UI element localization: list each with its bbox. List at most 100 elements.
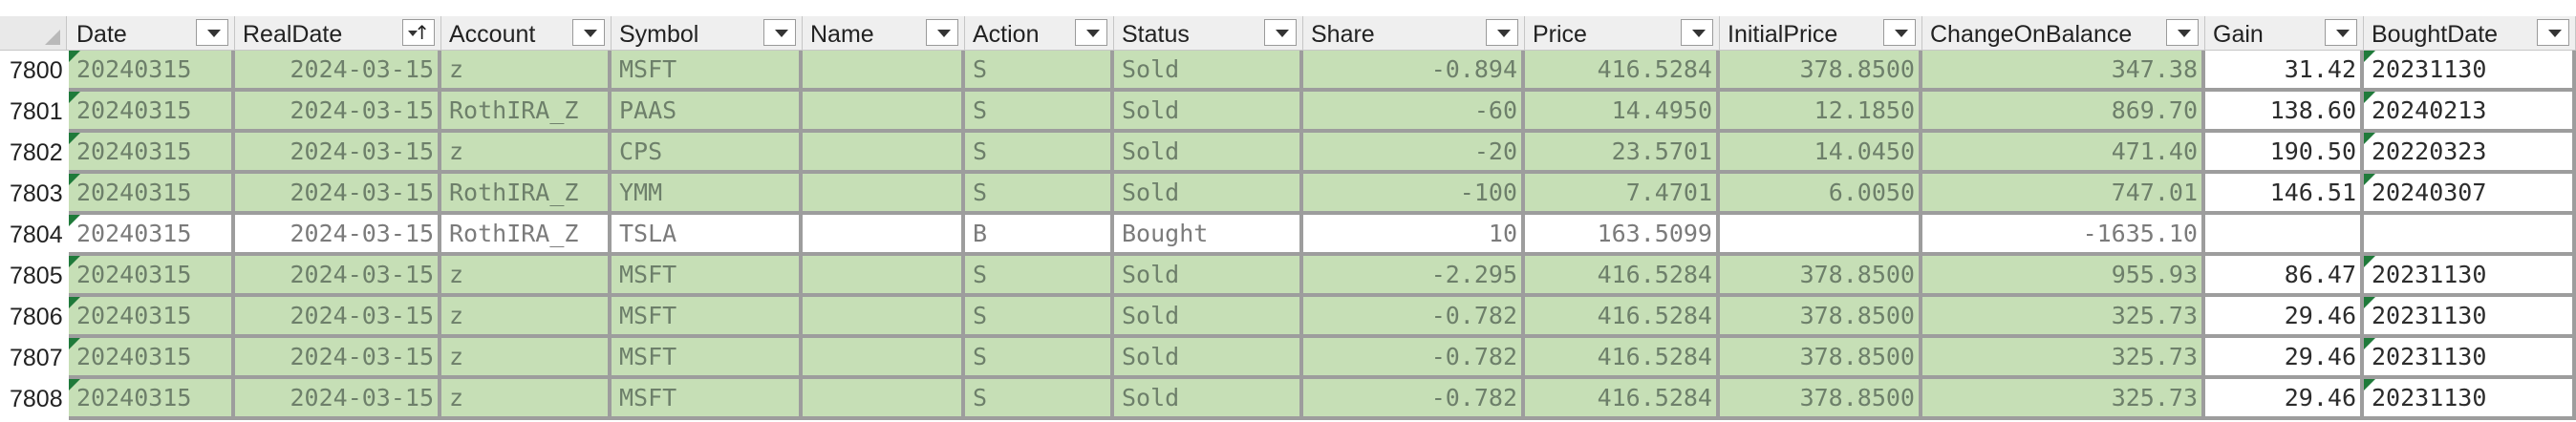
cell-changeonbalance[interactable]: 955.93: [1922, 256, 2205, 297]
column-header-account[interactable]: Account: [441, 16, 612, 50]
row-number[interactable]: 7801: [0, 92, 67, 133]
filter-dropdown-button[interactable]: ↑: [402, 19, 435, 46]
cell-gain[interactable]: 29.46: [2205, 338, 2364, 379]
cell-status[interactable]: Sold: [1114, 51, 1303, 92]
cell-boughtdate[interactable]: [2364, 215, 2576, 256]
cell-symbol[interactable]: YMM: [612, 174, 803, 215]
cell-boughtdate[interactable]: 20231130: [2364, 256, 2576, 297]
cell-realdate[interactable]: 2024-03-15: [235, 133, 441, 174]
cell-status[interactable]: Sold: [1114, 338, 1303, 379]
cell-price[interactable]: 163.5099: [1525, 215, 1720, 256]
cell-initialprice[interactable]: 378.8500: [1720, 379, 1922, 420]
cell-action[interactable]: S: [965, 92, 1114, 133]
cell-action[interactable]: S: [965, 174, 1114, 215]
cell-action[interactable]: S: [965, 51, 1114, 92]
cell-gain[interactable]: 29.46: [2205, 297, 2364, 338]
cell-action[interactable]: S: [965, 133, 1114, 174]
column-header-initialprice[interactable]: InitialPrice: [1720, 16, 1922, 50]
cell-account[interactable]: z: [441, 379, 612, 420]
column-header-gain[interactable]: Gain: [2205, 16, 2364, 50]
cell-date[interactable]: 20240315: [69, 51, 235, 92]
row-number[interactable]: 7802: [0, 133, 67, 174]
cell-boughtdate[interactable]: 20240213: [2364, 92, 2576, 133]
cell-action[interactable]: S: [965, 379, 1114, 420]
cell-share[interactable]: -20: [1303, 133, 1525, 174]
cell-account[interactable]: z: [441, 338, 612, 379]
cell-initialprice[interactable]: 378.8500: [1720, 51, 1922, 92]
cell-initialprice[interactable]: 378.8500: [1720, 338, 1922, 379]
row-number[interactable]: 7805: [0, 256, 67, 297]
row-number[interactable]: 7803: [0, 174, 67, 215]
cell-account[interactable]: RothIRA_Z: [441, 174, 612, 215]
cell-boughtdate[interactable]: 20240307: [2364, 174, 2576, 215]
cell-changeonbalance[interactable]: 347.38: [1922, 51, 2205, 92]
cell-name[interactable]: [803, 92, 965, 133]
cell-status[interactable]: Bought: [1114, 215, 1303, 256]
column-header-share[interactable]: Share: [1303, 16, 1525, 50]
cell-symbol[interactable]: TSLA: [612, 215, 803, 256]
cell-share[interactable]: -0.782: [1303, 338, 1525, 379]
column-header-action[interactable]: Action: [965, 16, 1114, 50]
cell-date[interactable]: 20240315: [69, 92, 235, 133]
cell-name[interactable]: [803, 297, 965, 338]
cell-share[interactable]: -0.894: [1303, 51, 1525, 92]
cell-date[interactable]: 20240315: [69, 297, 235, 338]
cell-share[interactable]: -100: [1303, 174, 1525, 215]
cell-date[interactable]: 20240315: [69, 338, 235, 379]
cell-action[interactable]: S: [965, 297, 1114, 338]
cell-boughtdate[interactable]: 20231130: [2364, 51, 2576, 92]
cell-gain[interactable]: [2205, 215, 2364, 256]
cell-action[interactable]: B: [965, 215, 1114, 256]
cell-realdate[interactable]: 2024-03-15: [235, 297, 441, 338]
cell-account[interactable]: z: [441, 51, 612, 92]
cell-changeonbalance[interactable]: 325.73: [1922, 379, 2205, 420]
row-number[interactable]: 7806: [0, 297, 67, 338]
cell-price[interactable]: 416.5284: [1525, 379, 1720, 420]
cell-initialprice[interactable]: [1720, 215, 1922, 256]
cell-changeonbalance[interactable]: 325.73: [1922, 338, 2205, 379]
cell-changeonbalance[interactable]: -1635.10: [1922, 215, 2205, 256]
cell-status[interactable]: Sold: [1114, 92, 1303, 133]
cell-account[interactable]: RothIRA_Z: [441, 215, 612, 256]
cell-name[interactable]: [803, 215, 965, 256]
cell-account[interactable]: z: [441, 133, 612, 174]
cell-symbol[interactable]: MSFT: [612, 51, 803, 92]
cell-status[interactable]: Sold: [1114, 256, 1303, 297]
cell-name[interactable]: [803, 133, 965, 174]
filter-dropdown-button[interactable]: [1075, 19, 1107, 46]
cell-price[interactable]: 416.5284: [1525, 297, 1720, 338]
cell-symbol[interactable]: PAAS: [612, 92, 803, 133]
cell-realdate[interactable]: 2024-03-15: [235, 256, 441, 297]
cell-status[interactable]: Sold: [1114, 174, 1303, 215]
cell-date[interactable]: 20240315: [69, 379, 235, 420]
cell-name[interactable]: [803, 51, 965, 92]
column-header-name[interactable]: Name: [803, 16, 965, 50]
cell-share[interactable]: -0.782: [1303, 379, 1525, 420]
cell-realdate[interactable]: 2024-03-15: [235, 174, 441, 215]
cell-price[interactable]: 416.5284: [1525, 51, 1720, 92]
column-header-symbol[interactable]: Symbol: [612, 16, 803, 50]
cell-symbol[interactable]: MSFT: [612, 338, 803, 379]
cell-name[interactable]: [803, 256, 965, 297]
cell-price[interactable]: 416.5284: [1525, 338, 1720, 379]
cell-date[interactable]: 20240315: [69, 133, 235, 174]
filter-dropdown-button[interactable]: [572, 19, 605, 46]
column-header-boughtdate[interactable]: BoughtDate: [2364, 16, 2576, 50]
filter-dropdown-button[interactable]: [1264, 19, 1297, 46]
cell-date[interactable]: 20240315: [69, 256, 235, 297]
row-number[interactable]: 7800: [0, 51, 67, 92]
cell-symbol[interactable]: MSFT: [612, 297, 803, 338]
cell-share[interactable]: 10: [1303, 215, 1525, 256]
filter-dropdown-button[interactable]: [1681, 19, 1713, 46]
cell-gain[interactable]: 190.50: [2205, 133, 2364, 174]
filter-dropdown-button[interactable]: [926, 19, 958, 46]
cell-changeonbalance[interactable]: 471.40: [1922, 133, 2205, 174]
row-number[interactable]: 7808: [0, 379, 67, 420]
cell-initialprice[interactable]: 12.1850: [1720, 92, 1922, 133]
cell-account[interactable]: z: [441, 256, 612, 297]
cell-account[interactable]: RothIRA_Z: [441, 92, 612, 133]
cell-date[interactable]: 20240315: [69, 174, 235, 215]
cell-gain[interactable]: 138.60: [2205, 92, 2364, 133]
cell-realdate[interactable]: 2024-03-15: [235, 92, 441, 133]
row-number[interactable]: 7804: [0, 215, 67, 256]
